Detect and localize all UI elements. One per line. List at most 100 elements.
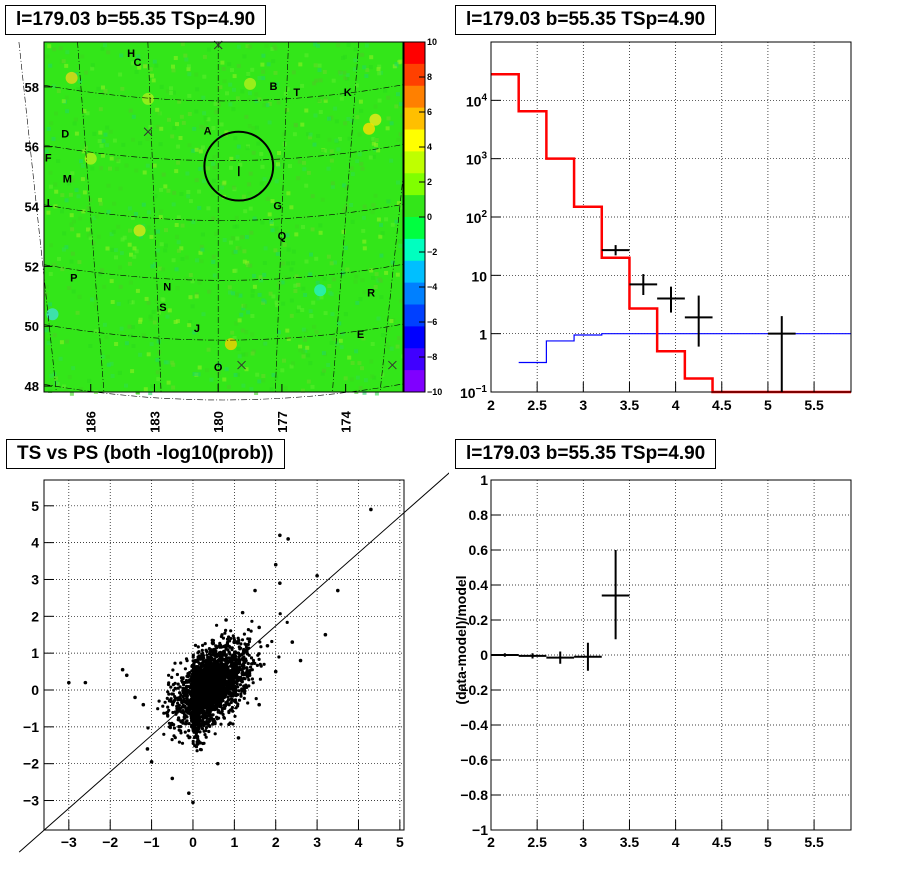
- map-noise: [148, 317, 153, 322]
- scatter-point: [241, 670, 245, 674]
- map-noise: [250, 332, 255, 337]
- map-noise: [308, 272, 313, 277]
- scatter-point: [243, 691, 247, 695]
- map-noise: [349, 203, 354, 207]
- map-source-label: P: [70, 272, 77, 284]
- scatter-point: [222, 692, 226, 696]
- scatter-point: [204, 659, 208, 663]
- map-noise: [396, 180, 400, 185]
- map-noise: [69, 259, 74, 264]
- scatter-point: [222, 695, 226, 700]
- scatter-point: [273, 562, 278, 567]
- map-noise: [96, 86, 101, 91]
- map-noise: [322, 368, 326, 373]
- map-noise: [176, 240, 181, 245]
- map-noise: [373, 193, 378, 198]
- map-noise: [212, 155, 217, 159]
- scatter-point: [190, 713, 194, 717]
- map-noise: [286, 247, 291, 252]
- map-y-tick-label: 58: [25, 80, 39, 95]
- map-noise: [106, 183, 111, 188]
- residual-y-tick-label: −1: [472, 822, 488, 838]
- map-noise: [171, 64, 175, 69]
- scatter-point: [145, 747, 150, 751]
- map-noise: [240, 89, 245, 94]
- map-noise: [362, 204, 367, 209]
- map-noise: [100, 354, 105, 359]
- residual-x-tick-label: 2: [487, 834, 495, 850]
- scatter-point: [211, 713, 215, 717]
- map-noise: [156, 229, 160, 234]
- map-noise: [176, 160, 181, 165]
- map-noise: [346, 116, 351, 121]
- map-noise: [171, 90, 176, 95]
- map-noise: [184, 255, 189, 260]
- map-noise: [224, 367, 229, 372]
- map-noise: [156, 111, 161, 116]
- map-noise: [323, 148, 327, 153]
- scatter-point: [220, 707, 224, 711]
- map-noise: [175, 319, 180, 324]
- map-noise: [159, 209, 164, 214]
- map-noise: [227, 285, 232, 290]
- scatter-point: [181, 718, 185, 722]
- map-noise: [358, 386, 363, 390]
- scatter-point: [198, 684, 202, 688]
- colorbar-tick-label: −10: [427, 387, 442, 397]
- scatter-point: [240, 687, 244, 691]
- map-noise: [343, 376, 348, 381]
- map-noise: [320, 371, 325, 376]
- scatter-point: [195, 749, 199, 753]
- map-noise: [246, 310, 251, 315]
- spectrum-panel: 2 2.5 3 3.5 4 4.5 5 5.5 104 103 102 10 1 10−1 l=179.0…: [449, 0, 898, 435]
- map-noise: [308, 135, 313, 140]
- map-bright-spot: [133, 224, 146, 237]
- map-noise: [217, 362, 222, 367]
- map-frame: [43, 41, 404, 393]
- scatter-point: [230, 697, 234, 701]
- map-source-label: H: [127, 48, 135, 60]
- map-noise: [245, 260, 250, 265]
- map-noise: [379, 295, 384, 300]
- map-noise: [158, 266, 162, 271]
- scatter-point: [202, 741, 206, 745]
- map-x-marker: [388, 360, 397, 370]
- map-noise: [195, 87, 200, 92]
- scatter-point: [163, 700, 167, 704]
- map-noise: [374, 138, 379, 142]
- map-noise: [245, 263, 250, 268]
- map-noise: [153, 262, 157, 266]
- map-noise: [247, 182, 252, 187]
- scatter-point: [236, 702, 240, 706]
- map-noise: [334, 119, 339, 124]
- scatter-point: [230, 646, 234, 650]
- residual-y-tick-label: −0.2: [460, 682, 488, 698]
- scatter-point: [173, 661, 177, 665]
- residual-x-tick-label: 3: [579, 834, 587, 850]
- map-noise: [309, 252, 313, 257]
- map-noise: [49, 373, 54, 378]
- map-noise: [318, 78, 323, 83]
- map-noise: [191, 148, 196, 153]
- map-noise: [48, 170, 53, 175]
- map-noise: [220, 60, 225, 65]
- scatter-point: [189, 685, 193, 690]
- map-noise: [379, 223, 383, 228]
- scatter-point: [213, 657, 217, 661]
- map-noise: [116, 224, 121, 229]
- map-noise: [94, 329, 99, 334]
- map-noise: [131, 325, 135, 330]
- map-source-label: D: [61, 129, 69, 141]
- scatter-point: [170, 738, 174, 742]
- map-noise: [179, 114, 184, 119]
- scatter-point: [242, 666, 246, 670]
- map-noise: [296, 305, 301, 310]
- map-noise: [74, 72, 79, 77]
- spectrum-background-series: [518, 333, 851, 364]
- map-noise: [275, 230, 279, 234]
- scatter-point: [188, 735, 192, 739]
- map-noise: [340, 331, 345, 336]
- map-noise: [216, 370, 221, 375]
- map-noise: [252, 273, 257, 278]
- map-noise: [158, 142, 163, 147]
